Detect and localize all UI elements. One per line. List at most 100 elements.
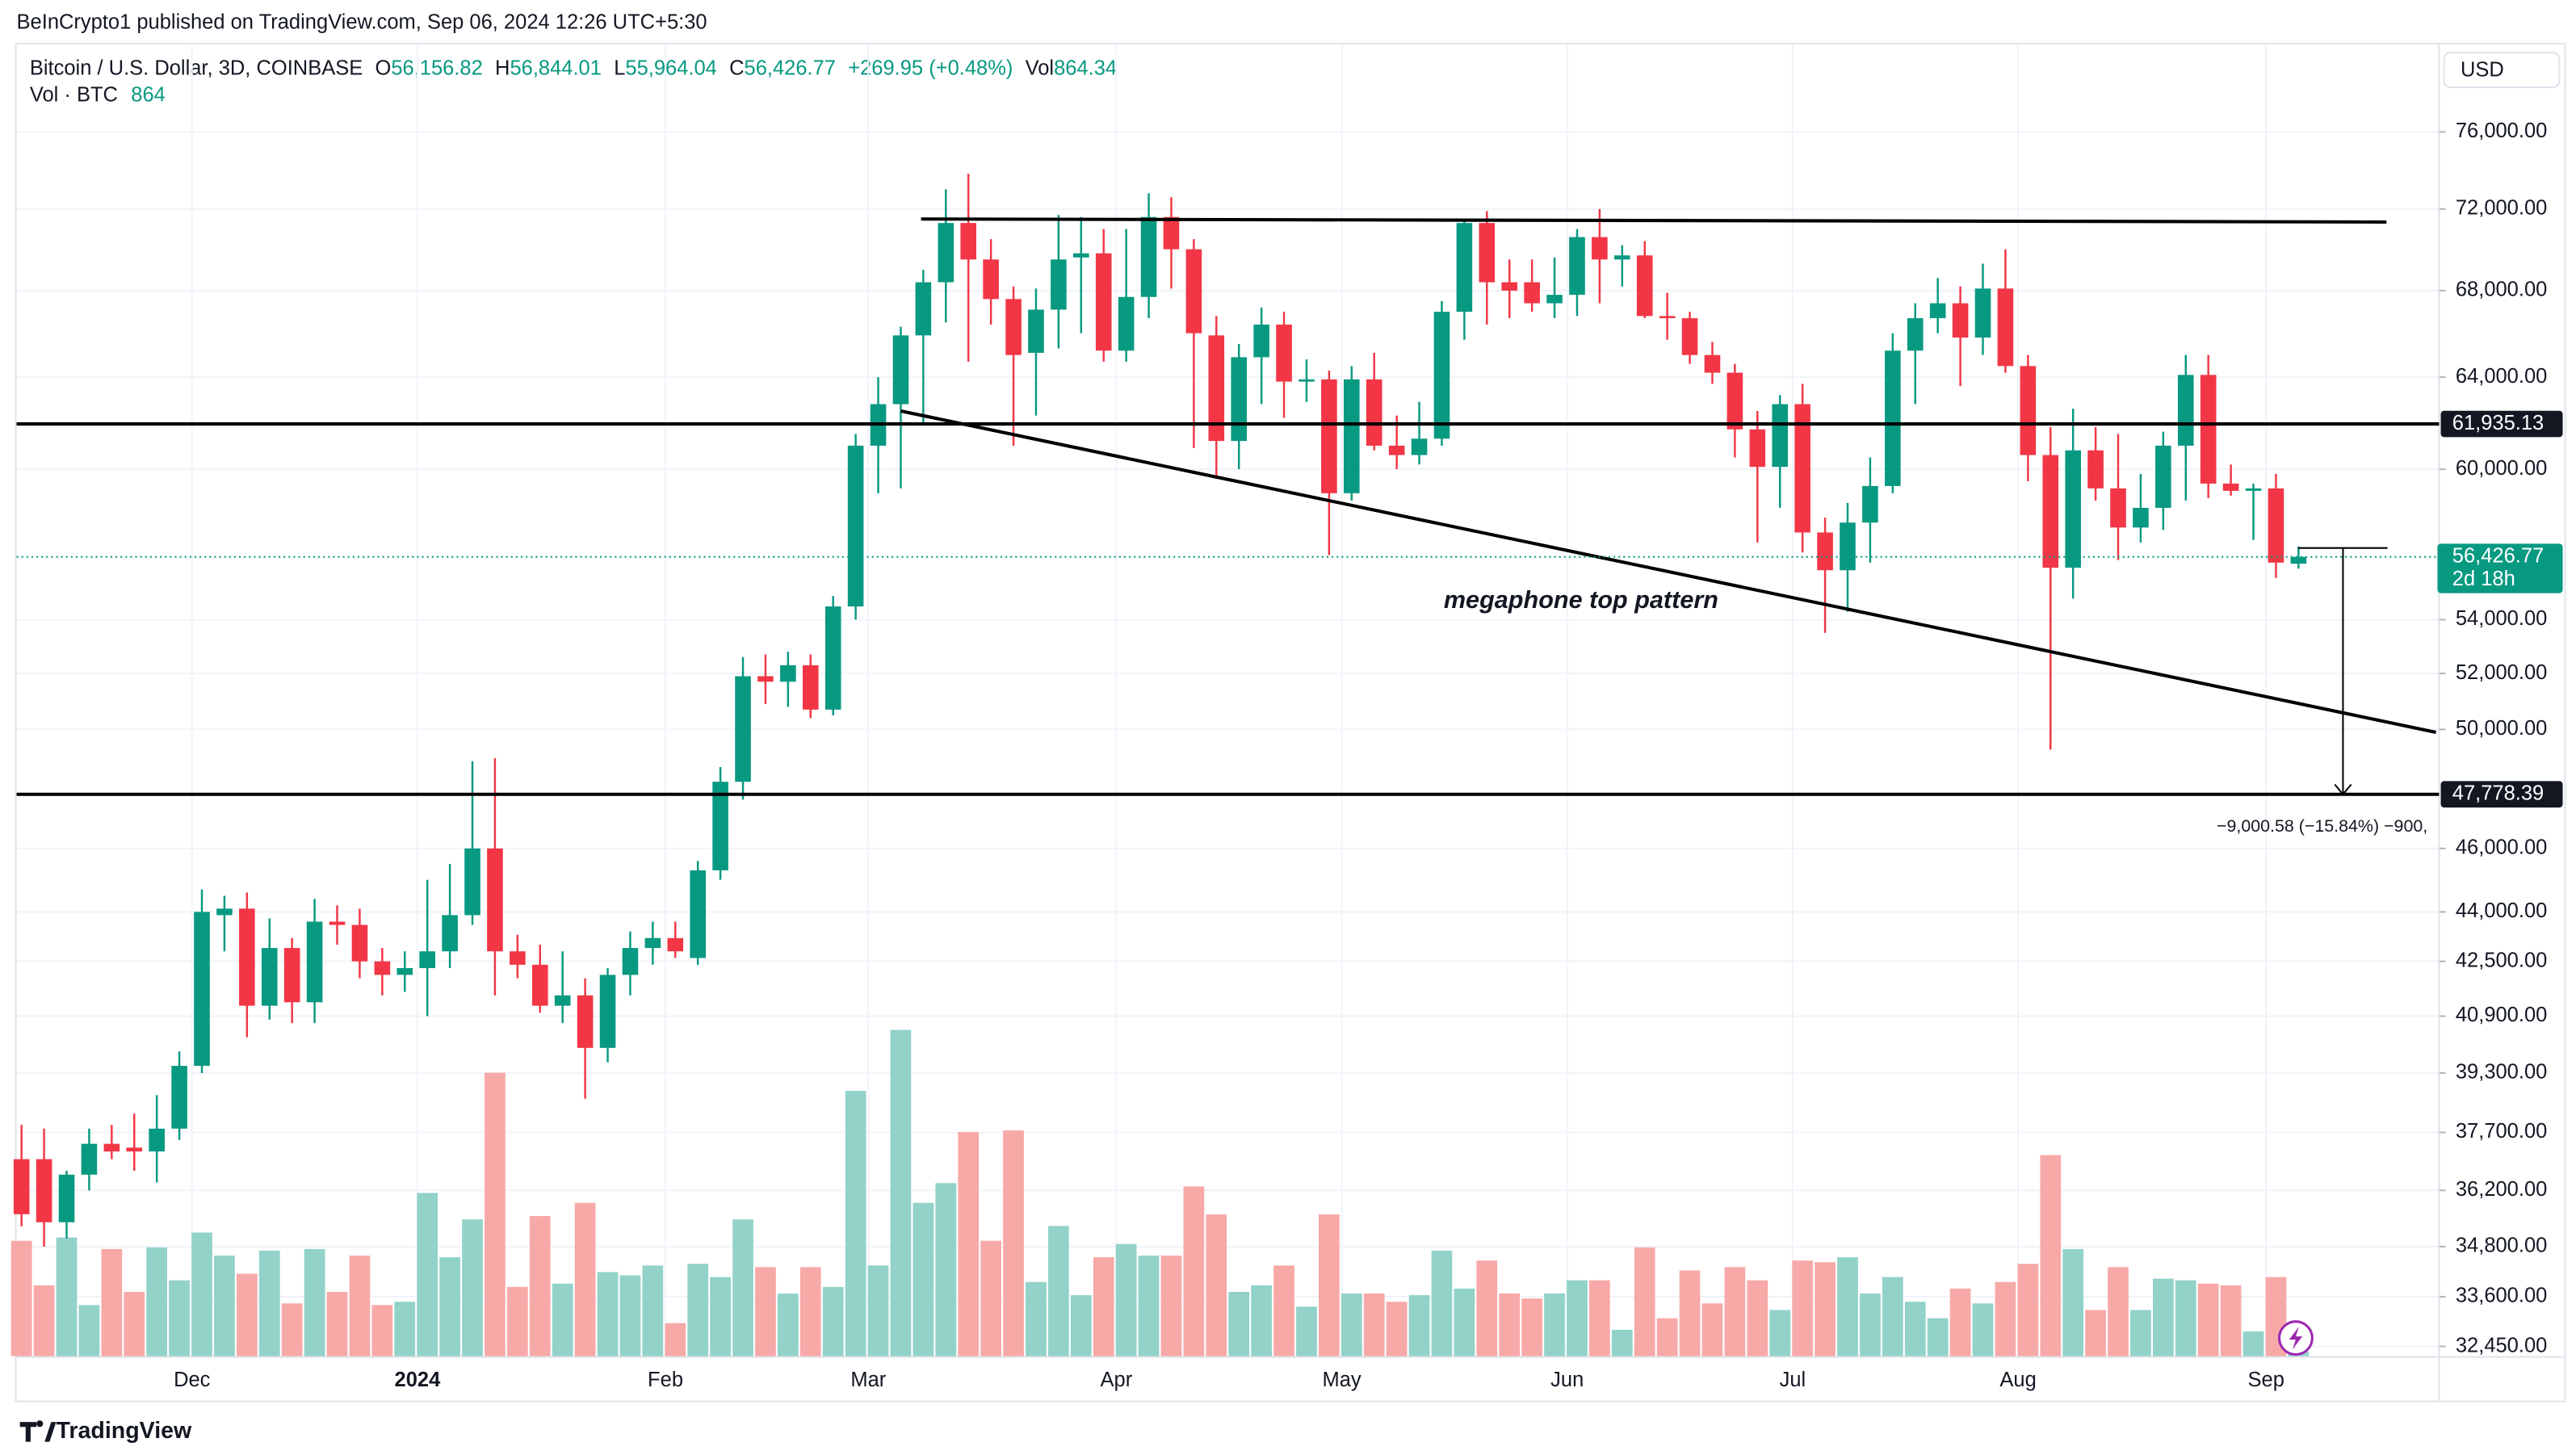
legend-high-label: H <box>495 57 510 79</box>
volume-bar <box>1521 1298 1543 1356</box>
trendline <box>921 217 2387 224</box>
candle-body <box>329 921 346 925</box>
candle-body <box>2177 375 2194 446</box>
volume-bar <box>1949 1288 1971 1356</box>
volume-bar <box>935 1183 957 1356</box>
currency-box[interactable] <box>2443 52 2561 89</box>
volume-bar <box>214 1256 235 1356</box>
volume-bar <box>146 1247 168 1356</box>
volume-bar <box>1206 1214 1227 1356</box>
volume-bar <box>2017 1264 2039 1356</box>
volume-bar <box>755 1267 776 1356</box>
candle-body <box>13 1159 30 1214</box>
candle-body <box>780 665 796 682</box>
candle-body <box>1051 259 1067 310</box>
candle-body <box>1862 485 1878 523</box>
candle-body <box>1885 350 1901 486</box>
y-tick-label: 60,000.00 <box>2456 457 2547 480</box>
footer-logo: TradingView <box>57 1418 193 1444</box>
candle-body <box>1501 282 1518 291</box>
x-tick-label: May <box>1322 1369 1361 1391</box>
candle-body <box>1524 282 1540 304</box>
legend: Bitcoin / U.S. Dollar, 3D, COINBASE O56,… <box>30 57 1117 79</box>
volume-bar <box>33 1285 55 1356</box>
volume-bar <box>1634 1247 1655 1356</box>
volume-bar <box>236 1273 258 1356</box>
candle-body <box>1411 438 1428 455</box>
candle-body <box>1907 318 1924 351</box>
volume-bar <box>1882 1277 1903 1356</box>
volume-bar <box>665 1323 686 1356</box>
volume-bar <box>1995 1281 2016 1356</box>
candle-body <box>531 964 548 1006</box>
candle-body <box>442 915 458 952</box>
volume-bar <box>890 1029 912 1356</box>
candle-body <box>306 921 323 1003</box>
candle-body <box>622 948 639 975</box>
candle-body <box>1681 318 1698 355</box>
volume-bar <box>1972 1303 1994 1356</box>
volume-bar <box>101 1248 123 1356</box>
y-tick-label: 39,300.00 <box>2456 1061 2547 1084</box>
candle-body <box>1479 223 1496 283</box>
legend-close-label: C <box>729 57 744 79</box>
x-tick-label: Dec <box>174 1369 211 1391</box>
y-tick-label: 42,500.00 <box>2456 949 2547 971</box>
y-tick-label: 36,200.00 <box>2456 1178 2547 1201</box>
candle-body <box>510 951 526 965</box>
volume-bar <box>304 1248 325 1356</box>
volume-bar <box>2085 1310 2106 1356</box>
volume-bar <box>1408 1295 1430 1356</box>
volume-bar <box>2175 1280 2196 1356</box>
candle-body <box>554 995 571 1006</box>
volume-bar <box>1070 1295 1092 1356</box>
candle-body <box>216 908 233 916</box>
candle-body <box>667 937 684 952</box>
candle-body <box>1028 309 1044 353</box>
trendline <box>900 409 2437 734</box>
candle-body <box>757 676 774 682</box>
candle-body <box>824 606 841 710</box>
volume-bar <box>732 1219 753 1356</box>
candle-body <box>2065 450 2081 568</box>
legend-low-label: L <box>614 57 625 79</box>
volume-bar <box>822 1286 844 1356</box>
volume-bar <box>619 1275 641 1356</box>
volume-bar <box>1679 1270 1701 1356</box>
volume-bar <box>552 1283 573 1356</box>
legend-high: 56,844.01 <box>510 57 601 79</box>
y-tick-label: 76,000.00 <box>2456 120 2547 142</box>
volume-value: 864 <box>131 83 166 106</box>
candle-body <box>487 848 503 952</box>
candle-body <box>1231 357 1248 442</box>
volume-bar <box>1567 1280 1588 1356</box>
volume-bar <box>642 1265 664 1356</box>
volume-bar <box>124 1291 145 1356</box>
volume-bar <box>2220 1285 2242 1356</box>
volume-bar <box>417 1193 438 1356</box>
volume-bar <box>980 1240 1001 1356</box>
plot-layer: 76,000.00 72,000.00 68,000.00 64,000.00 60,0… <box>10 44 2563 1391</box>
volume-bar <box>2040 1155 2062 1356</box>
candle-body <box>171 1066 187 1129</box>
volume-bar <box>1093 1257 1114 1356</box>
x-tick-label: Feb <box>648 1369 683 1391</box>
volume-bar <box>687 1264 709 1356</box>
volume-bar <box>913 1202 934 1356</box>
x-tick-label: 2024 <box>395 1369 442 1391</box>
candle-body <box>847 445 864 607</box>
candle-body <box>126 1147 143 1152</box>
legend-close: 56,426.77 <box>745 57 836 79</box>
candle-body <box>1118 296 1135 351</box>
candle-body <box>1726 372 1743 430</box>
candle-body <box>1817 532 1833 571</box>
legend-vol-label: Vol <box>1026 57 1054 79</box>
candle-body <box>1276 325 1292 382</box>
volume-bar <box>1589 1280 1610 1356</box>
volume-bar <box>10 1240 32 1356</box>
volume-bar <box>462 1219 483 1356</box>
volume-bar <box>1701 1303 1723 1356</box>
candle-body <box>577 995 594 1048</box>
volume-bar <box>78 1305 100 1356</box>
